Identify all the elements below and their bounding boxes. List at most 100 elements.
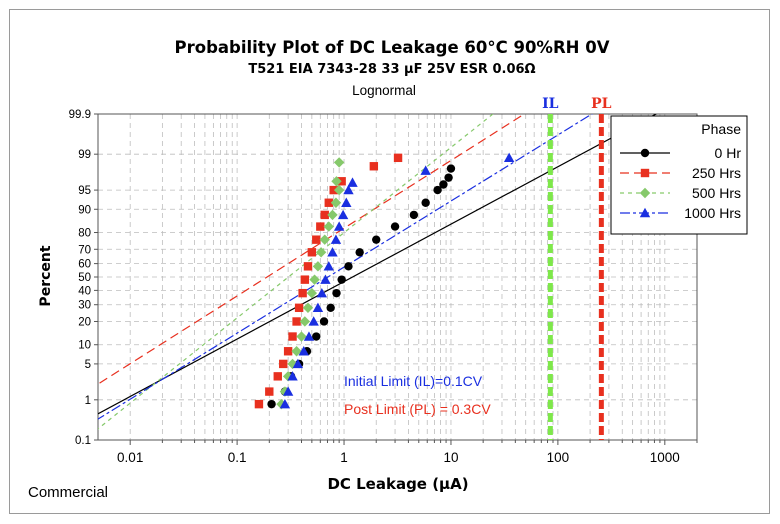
data-point <box>312 261 324 272</box>
data-point <box>337 275 346 284</box>
data-point <box>390 222 400 231</box>
y-axis-label: Percent <box>38 245 54 306</box>
y-tick-label: 30 <box>78 300 91 312</box>
data-point <box>369 162 379 171</box>
y-tick-label: 0.1 <box>75 435 91 447</box>
data-point <box>303 331 315 341</box>
x-tick-label: 10 <box>443 450 458 465</box>
data-point <box>503 152 515 163</box>
legend-box <box>610 115 748 235</box>
data-point <box>323 221 334 232</box>
data-points <box>254 152 515 410</box>
data-point <box>446 164 456 173</box>
y-tick-label: 99 <box>78 149 91 161</box>
chart-subtitle: T521 EIA 7343-28 33 µF 25V ESR 0.06Ω <box>248 62 535 77</box>
y-tick-label: 60 <box>78 259 91 271</box>
data-point <box>315 247 327 258</box>
legend-title: Phase <box>701 121 741 137</box>
data-point <box>288 332 297 341</box>
data-point <box>343 184 354 195</box>
data-point <box>327 247 338 257</box>
fit-line-0 <box>98 114 658 415</box>
y-tick-label: 99.9 <box>69 109 91 121</box>
data-point <box>282 386 294 396</box>
chart-frame <box>9 9 770 514</box>
data-point <box>347 177 358 187</box>
annotation-initial-limit: Initial Limit (IL)=0.1CV <box>344 373 483 389</box>
data-point <box>444 173 453 182</box>
y-tick-label: 70 <box>78 244 91 256</box>
data-point <box>265 387 274 396</box>
data-point <box>279 398 291 409</box>
data-point <box>320 210 329 220</box>
fit-line-3 <box>98 114 594 420</box>
data-point <box>332 288 341 298</box>
footer-label: Commercial <box>28 484 108 501</box>
data-point <box>355 248 364 257</box>
y-tick-label: 90 <box>78 204 91 216</box>
distribution-label: Lognormal <box>352 83 416 98</box>
data-point <box>326 303 335 313</box>
data-point <box>319 317 329 326</box>
y-tick-label: 50 <box>78 272 91 284</box>
reference-label-IL: IL <box>542 96 559 112</box>
data-point <box>303 262 313 271</box>
data-point <box>312 332 321 341</box>
data-point <box>330 234 342 244</box>
data-point <box>433 185 442 195</box>
data-point <box>439 180 448 189</box>
legend-marker-1 <box>640 168 650 178</box>
data-point <box>324 198 333 207</box>
data-point <box>316 287 328 298</box>
data-point <box>337 209 349 220</box>
data-point <box>309 274 320 285</box>
legend-label-0: 0 Hr <box>715 145 742 161</box>
data-point <box>312 302 324 313</box>
data-point <box>291 346 302 357</box>
fit-line-1 <box>98 114 526 385</box>
x-tick-label: 0.01 <box>117 450 143 465</box>
legend-marker-0 <box>640 148 650 158</box>
data-point <box>300 275 310 284</box>
reference-label-PL: PL <box>591 96 612 112</box>
grid <box>98 113 698 441</box>
y-tick-label: 10 <box>78 340 91 352</box>
legend-label-1: 250 Hrs <box>692 165 741 181</box>
legend-marker-3 <box>639 207 651 218</box>
data-point <box>330 197 342 208</box>
y-tick-label: 40 <box>78 285 91 297</box>
data-point <box>279 359 288 369</box>
data-point <box>344 262 353 271</box>
data-point <box>308 316 319 326</box>
x-tick-label: 100 <box>547 450 570 465</box>
legend-label-3: 1000 Hrs <box>684 205 741 221</box>
data-point <box>294 303 304 313</box>
data-point <box>273 372 282 381</box>
x-tick-label: 1000 <box>650 450 680 465</box>
data-point <box>312 235 321 244</box>
series-2 <box>276 157 345 410</box>
data-point <box>296 331 307 342</box>
data-point <box>283 347 293 356</box>
x-tick-label: 0.1 <box>228 450 247 465</box>
fit-lines <box>98 114 658 430</box>
y-tick-label: 95 <box>78 185 91 197</box>
data-point <box>393 153 403 163</box>
y-tick-label: 20 <box>78 316 91 328</box>
reference-lines: IL PL <box>542 96 612 440</box>
data-point <box>287 371 298 381</box>
data-point <box>302 302 314 314</box>
annotation-post-limit: Post Limit (PL) = 0.3CV <box>344 401 491 417</box>
legend-label-2: 500 Hrs <box>692 185 741 201</box>
data-point <box>298 288 307 298</box>
legend-marker-2 <box>639 187 651 199</box>
y-tick-label: 1 <box>85 395 91 407</box>
series-3 <box>279 152 515 409</box>
data-point <box>316 222 325 231</box>
data-point <box>331 176 342 187</box>
y-tick-label: 5 <box>85 359 91 371</box>
data-point <box>292 317 301 326</box>
data-point <box>341 197 352 207</box>
